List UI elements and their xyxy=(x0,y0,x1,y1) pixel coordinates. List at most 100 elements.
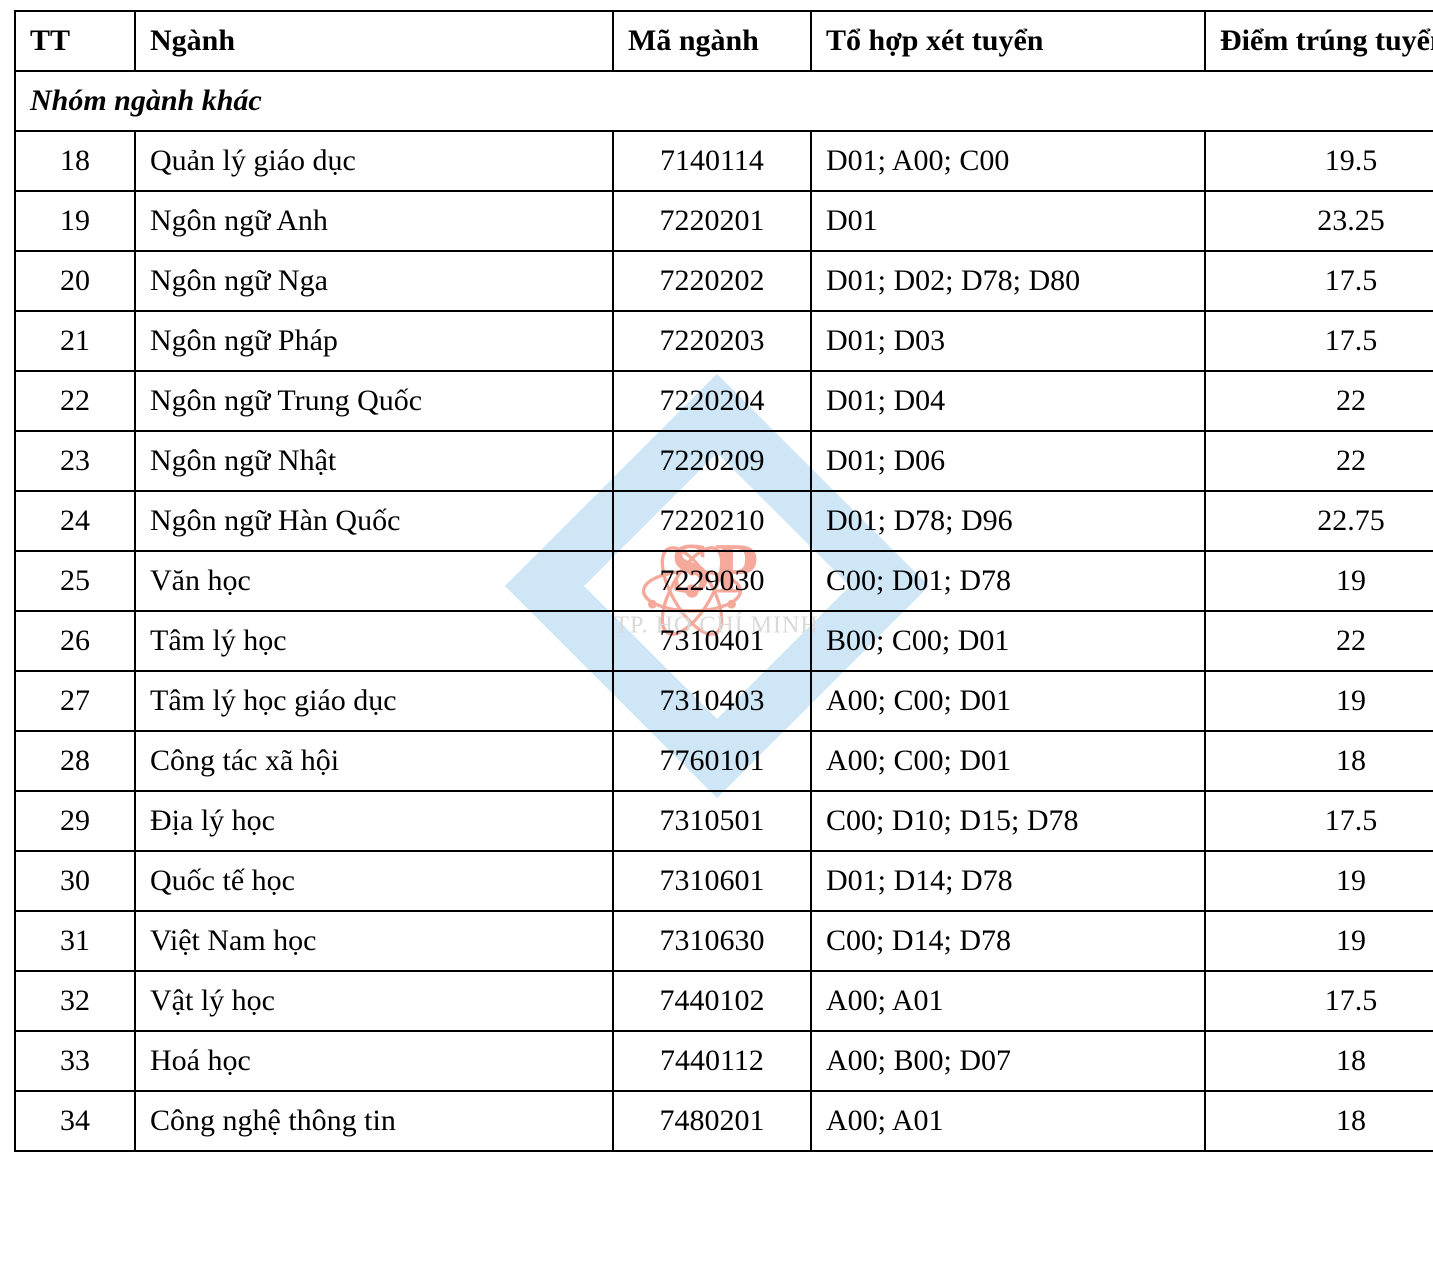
col-header-combo: Tổ hợp xét tuyển xyxy=(811,11,1205,71)
cell-tt: 31 xyxy=(15,911,135,971)
cell-name: Quản lý giáo dục xyxy=(135,131,613,191)
cell-tt: 19 xyxy=(15,191,135,251)
cell-score: 17.5 xyxy=(1205,311,1433,371)
cell-code: 7760101 xyxy=(613,731,811,791)
cell-tt: 29 xyxy=(15,791,135,851)
table-header-row: TT Ngành Mã ngành Tổ hợp xét tuyển Điểm … xyxy=(15,11,1433,71)
col-header-tt: TT xyxy=(15,11,135,71)
cell-score: 23.25 xyxy=(1205,191,1433,251)
cell-code: 7140114 xyxy=(613,131,811,191)
cell-code: 7220201 xyxy=(613,191,811,251)
group-title: Nhóm ngành khác xyxy=(15,71,1433,131)
group-title-row: Nhóm ngành khác xyxy=(15,71,1433,131)
cell-combo: C00; D10; D15; D78 xyxy=(811,791,1205,851)
cell-name: Ngôn ngữ Nhật xyxy=(135,431,613,491)
cell-combo: B00; C00; D01 xyxy=(811,611,1205,671)
cell-code: 7220210 xyxy=(613,491,811,551)
cell-name: Ngôn ngữ Nga xyxy=(135,251,613,311)
cell-name: Ngôn ngữ Anh xyxy=(135,191,613,251)
cell-combo: D01; D78; D96 xyxy=(811,491,1205,551)
cell-score: 17.5 xyxy=(1205,791,1433,851)
cell-tt: 33 xyxy=(15,1031,135,1091)
cell-name: Địa lý học xyxy=(135,791,613,851)
cell-combo: D01; D02; D78; D80 xyxy=(811,251,1205,311)
cell-name: Ngôn ngữ Trung Quốc xyxy=(135,371,613,431)
cell-code: 7220204 xyxy=(613,371,811,431)
table-row: 34Công nghệ thông tin7480201A00; A0118 xyxy=(15,1091,1433,1151)
cell-tt: 30 xyxy=(15,851,135,911)
table-row: 19Ngôn ngữ Anh7220201D0123.25 xyxy=(15,191,1433,251)
cell-combo: A00; C00; D01 xyxy=(811,671,1205,731)
table-row: 27Tâm lý học giáo dục7310403A00; C00; D0… xyxy=(15,671,1433,731)
cell-name: Hoá học xyxy=(135,1031,613,1091)
page: SP TP. HỒ CHÍ MINH TT Ngành Mã ngành Tổ … xyxy=(0,0,1433,1172)
cell-combo: A00; A01 xyxy=(811,1091,1205,1151)
cell-tt: 23 xyxy=(15,431,135,491)
cell-score: 22 xyxy=(1205,611,1433,671)
cell-name: Tâm lý học xyxy=(135,611,613,671)
cell-combo: C00; D14; D78 xyxy=(811,911,1205,971)
cell-code: 7229030 xyxy=(613,551,811,611)
cell-code: 7310401 xyxy=(613,611,811,671)
cell-tt: 20 xyxy=(15,251,135,311)
cell-score: 22 xyxy=(1205,431,1433,491)
cell-score: 19.5 xyxy=(1205,131,1433,191)
cell-score: 22 xyxy=(1205,371,1433,431)
cell-tt: 25 xyxy=(15,551,135,611)
cell-tt: 28 xyxy=(15,731,135,791)
cell-combo: D01; D04 xyxy=(811,371,1205,431)
cell-name: Công tác xã hội xyxy=(135,731,613,791)
cell-name: Vật lý học xyxy=(135,971,613,1031)
cell-code: 7310403 xyxy=(613,671,811,731)
table-row: 22Ngôn ngữ Trung Quốc7220204D01; D0422 xyxy=(15,371,1433,431)
cell-code: 7440112 xyxy=(613,1031,811,1091)
col-header-code: Mã ngành xyxy=(613,11,811,71)
cell-combo: D01; D14; D78 xyxy=(811,851,1205,911)
col-header-name: Ngành xyxy=(135,11,613,71)
cell-combo: A00; C00; D01 xyxy=(811,731,1205,791)
cell-combo: D01 xyxy=(811,191,1205,251)
cell-tt: 22 xyxy=(15,371,135,431)
cell-code: 7220209 xyxy=(613,431,811,491)
cell-combo: A00; A01 xyxy=(811,971,1205,1031)
cell-tt: 24 xyxy=(15,491,135,551)
cell-score: 17.5 xyxy=(1205,971,1433,1031)
cell-score: 19 xyxy=(1205,551,1433,611)
cell-combo: C00; D01; D78 xyxy=(811,551,1205,611)
table-row: 25Văn học7229030C00; D01; D7819 xyxy=(15,551,1433,611)
cell-name: Quốc tế học xyxy=(135,851,613,911)
table-row: 24Ngôn ngữ Hàn Quốc7220210D01; D78; D962… xyxy=(15,491,1433,551)
table-row: 21Ngôn ngữ Pháp7220203D01; D0317.5 xyxy=(15,311,1433,371)
cell-name: Văn học xyxy=(135,551,613,611)
cell-score: 19 xyxy=(1205,671,1433,731)
cell-score: 18 xyxy=(1205,731,1433,791)
table-row: 32Vật lý học7440102A00; A0117.5 xyxy=(15,971,1433,1031)
cell-score: 19 xyxy=(1205,911,1433,971)
table-row: 31Việt Nam học7310630C00; D14; D7819 xyxy=(15,911,1433,971)
cell-score: 22.75 xyxy=(1205,491,1433,551)
cell-score: 18 xyxy=(1205,1091,1433,1151)
cell-name: Tâm lý học giáo dục xyxy=(135,671,613,731)
table-row: 23Ngôn ngữ Nhật7220209D01; D0622 xyxy=(15,431,1433,491)
admissions-table: TT Ngành Mã ngành Tổ hợp xét tuyển Điểm … xyxy=(14,10,1433,1152)
cell-tt: 27 xyxy=(15,671,135,731)
cell-combo: A00; B00; D07 xyxy=(811,1031,1205,1091)
table-row: 28Công tác xã hội7760101A00; C00; D0118 xyxy=(15,731,1433,791)
table-row: 26Tâm lý học7310401B00; C00; D0122 xyxy=(15,611,1433,671)
table-row: 20Ngôn ngữ Nga7220202D01; D02; D78; D801… xyxy=(15,251,1433,311)
cell-code: 7480201 xyxy=(613,1091,811,1151)
cell-code: 7310501 xyxy=(613,791,811,851)
cell-code: 7310601 xyxy=(613,851,811,911)
cell-name: Việt Nam học xyxy=(135,911,613,971)
cell-name: Ngôn ngữ Hàn Quốc xyxy=(135,491,613,551)
cell-score: 18 xyxy=(1205,1031,1433,1091)
cell-code: 7310630 xyxy=(613,911,811,971)
cell-tt: 26 xyxy=(15,611,135,671)
table-row: 33Hoá học7440112A00; B00; D0718 xyxy=(15,1031,1433,1091)
cell-score: 17.5 xyxy=(1205,251,1433,311)
cell-code: 7220202 xyxy=(613,251,811,311)
cell-tt: 32 xyxy=(15,971,135,1031)
cell-name: Ngôn ngữ Pháp xyxy=(135,311,613,371)
cell-tt: 18 xyxy=(15,131,135,191)
cell-combo: D01; D03 xyxy=(811,311,1205,371)
